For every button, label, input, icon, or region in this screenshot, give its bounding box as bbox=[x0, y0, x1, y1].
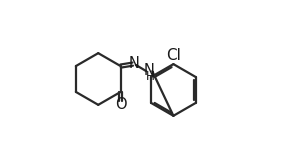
Text: O: O bbox=[115, 97, 126, 112]
Text: N: N bbox=[128, 56, 139, 71]
Text: N: N bbox=[144, 63, 154, 78]
Text: H: H bbox=[145, 70, 154, 83]
Text: Cl: Cl bbox=[166, 48, 181, 63]
